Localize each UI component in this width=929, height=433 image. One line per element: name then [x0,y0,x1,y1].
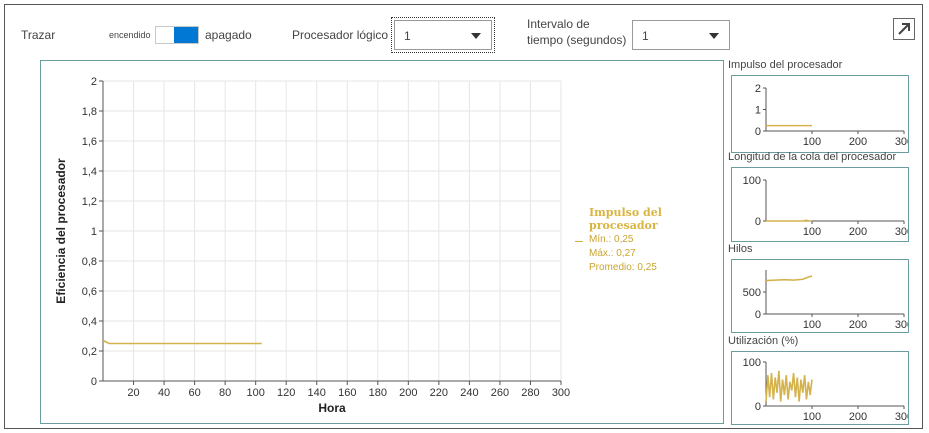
side-chart-panel[interactable]: 0 100 100 200 300 [731,167,914,242]
interval-label-line1: Intervalo de [527,17,590,31]
toggle-knob[interactable] [174,27,198,43]
legend-avg: Promedio: 0,25 [589,262,657,273]
side-chart-title: Impulso del procesador [728,59,843,71]
expand-arrow-icon [898,23,910,35]
logical-processor-select[interactable]: 1 [394,20,492,50]
side-chart: 0 100 100 200 300 [743,175,914,238]
chevron-down-icon [471,33,481,39]
y-tick-label: 0 [755,401,761,413]
x-tick-label: 100 [803,136,821,148]
x-tick-label: 80 [219,387,231,399]
main-chart: 20 40 60 80 100 120 140 160 180 200 220 240 260 280 30… [54,76,570,415]
trace-label: Trazar [21,28,56,42]
x-tick-label: 200 [849,226,867,238]
interval-select[interactable]: 1 [632,20,730,50]
y-tick-label: 0,8 [82,256,97,268]
side-chart: 0 500 100 200 300 [743,270,913,331]
x-tick-label: 180 [369,387,387,399]
series-line [765,275,813,282]
x-tick-label: 240 [460,387,478,399]
y-tick-label: 0 [755,216,761,228]
y-tick-label: 2 [755,83,761,95]
series-line [102,339,262,345]
y-tick-label: 1,8 [82,106,97,118]
x-tick-label: 200 [849,319,867,331]
y-tick-label: 100 [743,357,761,369]
x-tick-label: 100 [246,387,264,399]
y-tick-label: 1,2 [82,196,97,208]
x-tick-label: 140 [308,387,326,399]
legend-title-line2: procesador [589,219,658,232]
expand-button[interactable] [893,18,915,40]
y-tick-label: 0,4 [82,316,97,328]
y-tick-label: 500 [743,287,761,299]
x-tick-label: 120 [277,387,295,399]
y-tick-label: 0 [91,376,97,388]
logical-processor-value: 1 [404,29,411,43]
y-tick-label: 1,6 [82,136,97,148]
side-chart-title: Utilización (%) [728,335,799,347]
performance-panel: Trazar encendido apagado Procesador lógi… [4,4,923,429]
side-chart: 0 1 2 100 200 300 [755,83,913,148]
x-tick-label: 220 [430,387,448,399]
y-tick-label: 100 [743,175,761,187]
x-tick-label: 160 [338,387,356,399]
x-tick-label: 300 [895,136,908,148]
side-chart-panel[interactable]: 0 100 100 200 300 [731,351,914,425]
focus-ring [391,17,495,53]
legend-swatch [575,241,583,242]
x-tick-label: 300 [895,319,908,331]
legend-min: Mín.: 0,25 [589,234,634,245]
x-tick-label: 100 [803,226,821,238]
x-tick-label: 40 [158,387,170,399]
x-tick-label: 20 [127,387,139,399]
legend-entries: Mín.: 0,25 Máx.: 0,27 Promedio: 0,25 [575,234,719,273]
y-tick-label: 1 [755,105,761,117]
chevron-down-icon [709,33,719,39]
side-chart-panel[interactable]: 0 500 100 200 300 [731,259,913,333]
series-line [766,219,812,222]
x-tick-label: 100 [803,319,821,331]
logical-processor-label: Procesador lógico [292,28,389,42]
y-tick-label: 1,4 [82,166,97,178]
x-axis-label: Hora [318,401,346,415]
toggle-off-label: apagado [205,28,252,42]
toggle-on-label: encendido [109,30,151,40]
series-line [765,370,813,402]
y-tick-label: 1 [91,226,97,238]
x-tick-label: 100 [803,411,821,423]
y-tick-label: 0 [755,126,761,138]
main-legend: Impulso del procesador Mín.: 0,25 Máx.: … [575,206,719,273]
interval-label-line2: tiempo (segundos) [527,33,627,47]
side-chart-title: Hilos [728,243,753,255]
legend-title-line1: Impulso del [589,206,662,219]
x-tick-label: 280 [521,387,539,399]
side-chart-title: Longitud de la cola del procesador [728,151,897,163]
x-tick-label: 200 [399,387,417,399]
x-tick-label: 260 [491,387,509,399]
y-tick-label: 0,6 [82,286,97,298]
side-chart: 0 100 100 200 300 [743,357,914,423]
y-tick-label: 0,2 [82,346,97,358]
x-tick-label: 200 [849,136,867,148]
side-chart-panel[interactable]: 0 1 2 100 200 300 [731,75,913,153]
y-tick-label: 0 [755,309,761,321]
y-axis-label: Eficiencia del procesador [54,158,68,304]
x-tick-label: 60 [188,387,200,399]
legend-max: Máx.: 0,27 [589,248,636,259]
x-tick-label: 300 [552,387,570,399]
interval-value: 1 [642,29,649,43]
x-tick-label: 200 [849,411,867,423]
x-tick-label: 300 [895,226,908,238]
y-tick-label: 2 [91,76,97,88]
x-tick-label: 300 [895,411,908,423]
main-chart-panel: 20 40 60 80 100 120 140 160 180 200 220 240 260 280 30… [40,60,724,424]
trace-toggle[interactable] [155,26,199,44]
